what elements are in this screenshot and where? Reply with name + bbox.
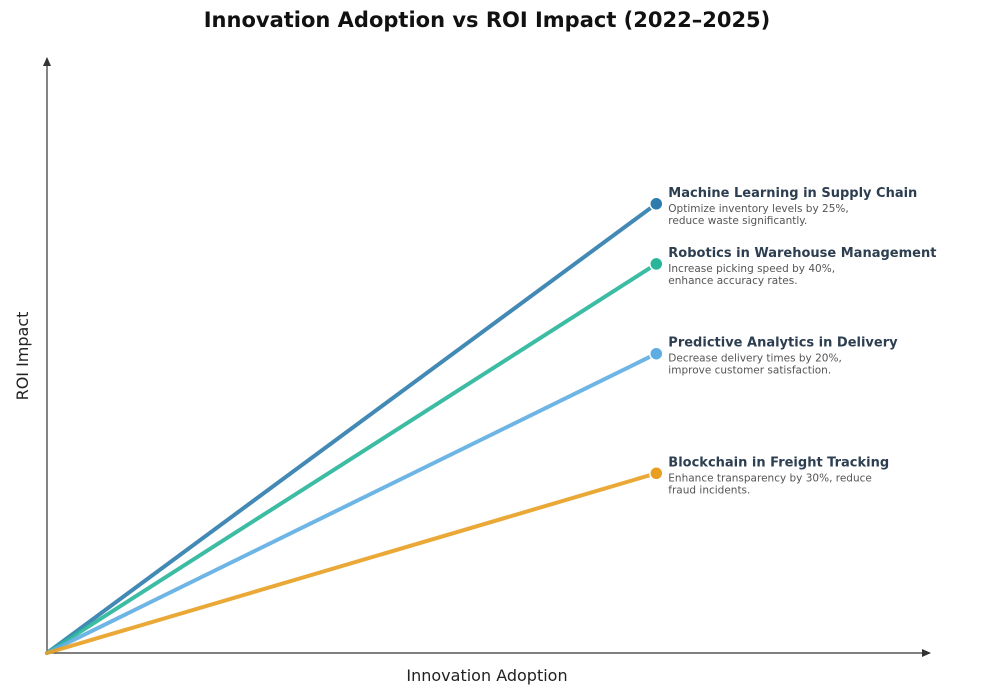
series-annotation-title: Machine Learning in Supply Chain: [668, 186, 917, 201]
series-annotation-desc: Optimize inventory levels by 25%,: [668, 203, 848, 215]
chart-title: Innovation Adoption vs ROI Impact (2022–…: [203, 8, 771, 32]
y-axis-label: ROI Impact: [13, 312, 32, 401]
series-annotation-desc: enhance accuracy rates.: [668, 275, 797, 287]
series-annotation-title: Robotics in Warehouse Management: [668, 246, 936, 261]
series-annotation-title: Predictive Analytics in Delivery: [668, 336, 898, 351]
series-annotation-desc: improve customer satisfaction.: [668, 365, 831, 377]
series-annotation-desc: reduce waste significantly.: [668, 215, 807, 227]
series-2: Predictive Analytics in Delivery Decrease…: [45, 336, 898, 655]
series-line: [45, 261, 659, 655]
series-annotation-desc: fraud incidents.: [668, 484, 750, 496]
series-line: [45, 201, 659, 655]
series-end-point: [649, 346, 664, 361]
series-annotation-title: Blockchain in Freight Tracking: [668, 455, 889, 470]
series-annotation-desc: Increase picking speed by 40%,: [668, 263, 835, 275]
series-end-point: [649, 466, 664, 481]
series-annotation-desc: Enhance transparency by 30%, reduce: [668, 472, 872, 484]
series-layer: Machine Learning in Supply Chain Optimize…: [45, 186, 936, 655]
series-line: [45, 351, 659, 655]
series-0: Machine Learning in Supply Chain Optimize…: [45, 186, 917, 655]
series-end-point: [649, 256, 664, 272]
x-axis-label: Innovation Adoption: [406, 666, 567, 685]
series-annotation-desc: Decrease delivery times by 20%,: [668, 353, 842, 365]
series-1: Robotics in Warehouse Management Increase…: [45, 246, 936, 655]
series-end-point: [649, 196, 664, 212]
series-3: Blockchain in Freight Tracking Enhance tr…: [45, 455, 889, 655]
series-line: [45, 471, 659, 655]
